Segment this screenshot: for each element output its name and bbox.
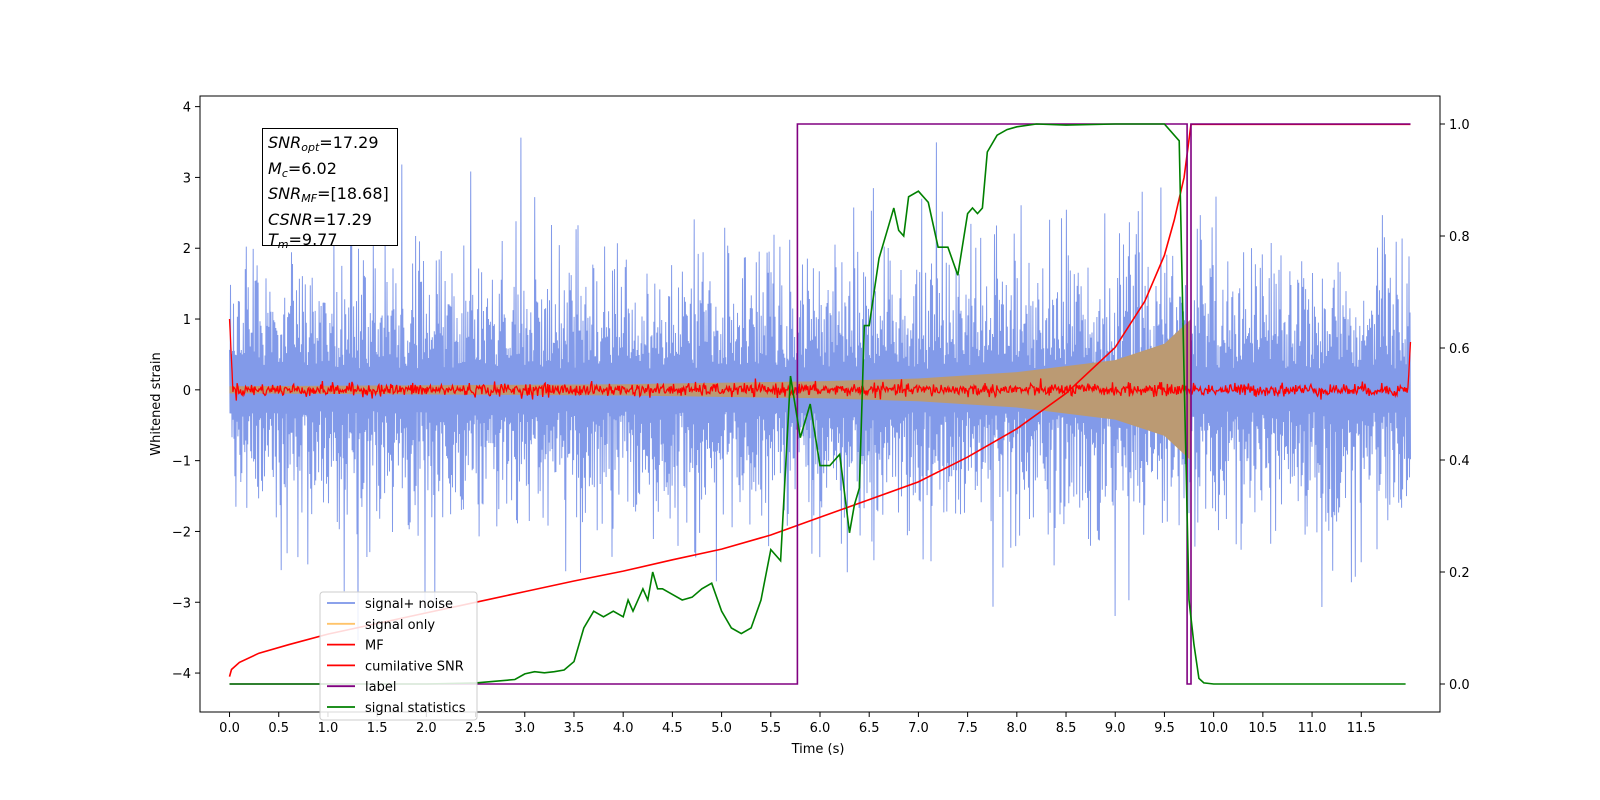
x-axis: 0.0 0.5 1.0 1.5 2.0 2.5 3.0 3.5 4.0 4.5 5.0 5.5 6.0 6… [219, 712, 1376, 736]
x-tick-label: 2.5 [465, 721, 486, 736]
x-tick-label: 8.0 [1006, 721, 1027, 736]
y-left-tick-label: −1 [172, 455, 191, 470]
annotation-snr-opt: SNRopt=17.29 [268, 133, 379, 154]
y-left-tick-label: −4 [172, 667, 191, 682]
series-signal-noise [229, 137, 1411, 641]
series-signal-statistics [229, 123, 1406, 685]
x-tick-label: 11.5 [1347, 721, 1376, 736]
x-axis-label: Time (s) [791, 742, 845, 757]
y-right-tick-label: 0.6 [1449, 342, 1470, 357]
x-tick-label: 6.5 [859, 721, 880, 736]
x-tick-label: 11.0 [1298, 721, 1327, 736]
legend-entry: cumilative SNR [365, 659, 464, 674]
y-right-tick-label: 0.2 [1449, 566, 1470, 581]
x-tick-label: 3.5 [564, 721, 585, 736]
y-left-tick-label: 0 [183, 384, 191, 399]
x-tick-label: 6.0 [810, 721, 831, 736]
x-tick-label: 0.0 [219, 721, 240, 736]
x-tick-label: 9.0 [1105, 721, 1126, 736]
y-left-tick-label: −3 [172, 596, 191, 611]
x-tick-label: 9.5 [1154, 721, 1175, 736]
x-tick-label: 7.0 [908, 721, 929, 736]
annotation-tm: Tm=9.77 [268, 230, 338, 251]
legend-entry: label [365, 680, 396, 695]
x-tick-label: 5.0 [711, 721, 732, 736]
x-tick-label: 4.5 [662, 721, 683, 736]
x-tick-label: 10.5 [1248, 721, 1277, 736]
legend-frame [319, 591, 478, 721]
x-tick-label: 0.5 [268, 721, 289, 736]
y-right-tick-label: 1.0 [1449, 118, 1470, 133]
y-left-tick-label: −2 [172, 525, 191, 540]
y-axis-label: Whitened strain [149, 352, 164, 455]
annotation-snr-mf: SNRMF=[18.68] [268, 184, 389, 205]
legend: signal+ noise signal only MF cumilative SNR… [319, 591, 478, 721]
annotation-csnr: CSNR=17.29 [268, 209, 372, 229]
series-cumulative-snr [228, 123, 1411, 677]
y-left-axis: 4 3 2 1 0 −1 −2 −3 −4 [172, 101, 200, 682]
legend-entry: MF [365, 639, 384, 654]
y-left-tick-label: 3 [183, 171, 191, 186]
y-right-tick-label: 0.8 [1449, 230, 1470, 245]
x-tick-label: 1.5 [367, 721, 388, 736]
annotation-mc: Mc=6.02 [268, 158, 337, 180]
legend-entry: signal+ noise [365, 597, 453, 612]
x-tick-label: 7.5 [957, 721, 978, 736]
y-left-tick-label: 1 [183, 313, 191, 328]
y-left-tick-label: 2 [183, 242, 191, 257]
x-tick-label: 10.0 [1199, 721, 1228, 736]
x-tick-label: 4.0 [613, 721, 634, 736]
stats-annotation-box: SNRopt=17.29 Mc=6.02 SNRMF=[18.68] CSNR=… [262, 128, 398, 251]
legend-entry: signal only [365, 618, 435, 633]
y-right-tick-label: 0.0 [1449, 678, 1470, 693]
x-tick-label: 1.0 [318, 721, 339, 736]
x-tick-label: 8.5 [1056, 721, 1077, 736]
x-tick-label: 5.5 [760, 721, 781, 736]
legend-entry: signal statistics [365, 701, 466, 716]
x-tick-label: 2.0 [416, 721, 437, 736]
plot-area [228, 123, 1412, 685]
y-left-tick-label: 4 [183, 101, 191, 116]
y-right-tick-label: 0.4 [1449, 454, 1470, 469]
x-tick-label: 3.0 [514, 721, 535, 736]
series-label [229, 123, 1411, 685]
y-right-axis: 1.0 0.8 0.6 0.4 0.2 0.0 [1440, 118, 1470, 693]
series-mf [228, 318, 1412, 401]
